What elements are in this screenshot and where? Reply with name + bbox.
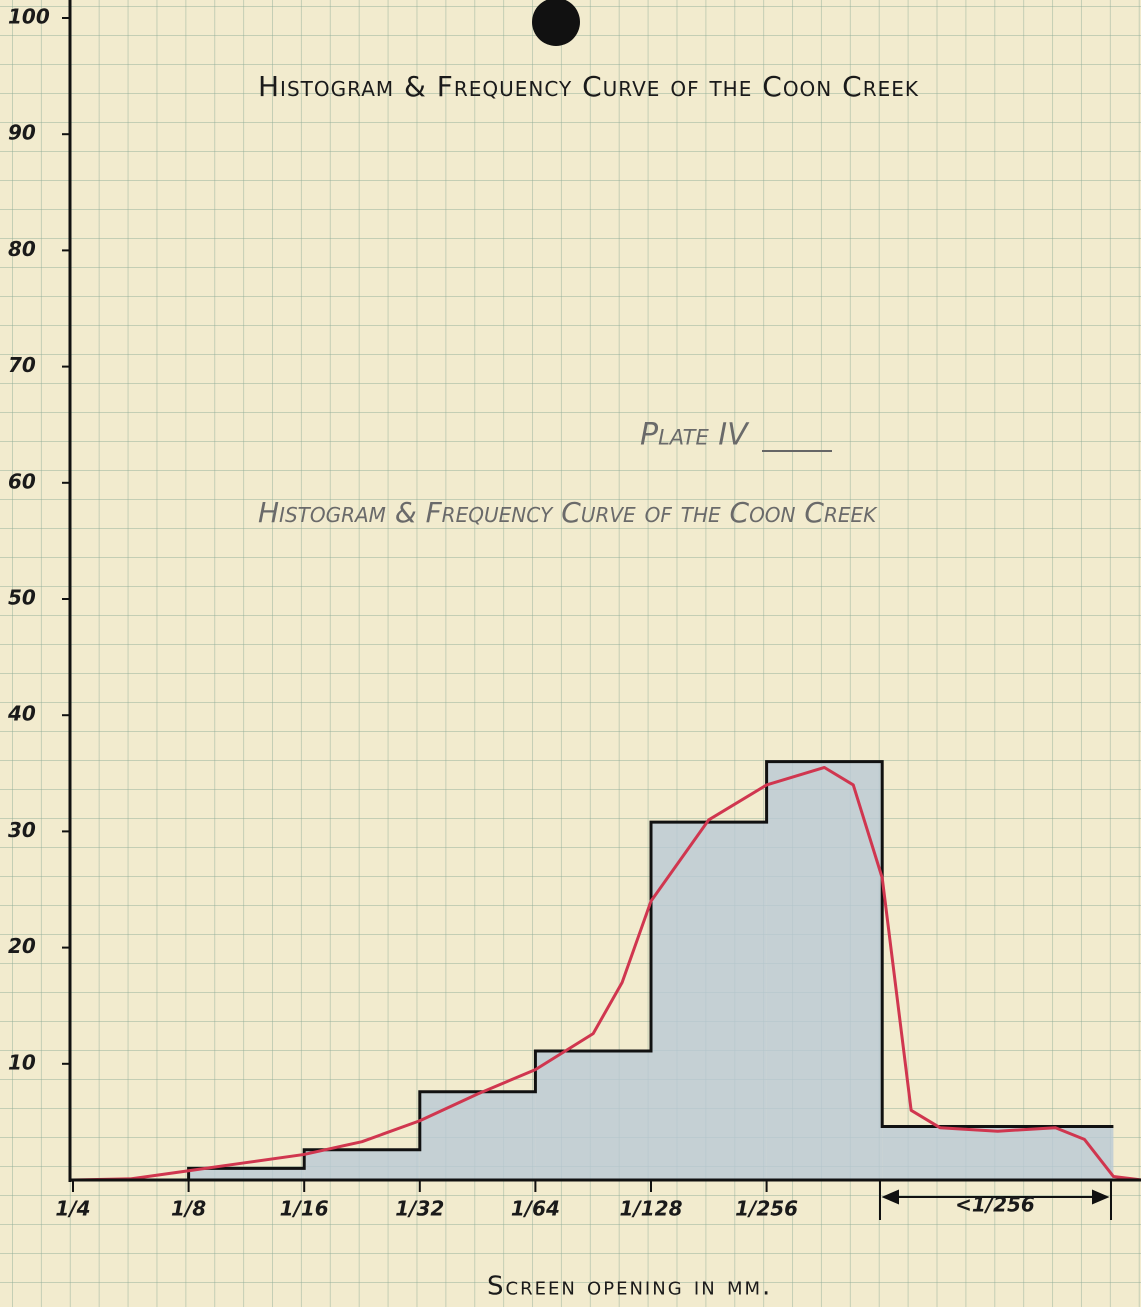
bar: [535, 1051, 651, 1180]
x-tick-label: 1/64: [511, 1197, 560, 1221]
x-tick-label: 1/256: [735, 1197, 798, 1221]
x-tick-label: 1/4: [55, 1197, 90, 1221]
bracket-label: <1/256: [955, 1193, 1035, 1217]
bar: [304, 1150, 420, 1180]
chart-title: Histogram & Frequency Curve of the Coon …: [258, 70, 919, 103]
y-tick-label: 70: [8, 353, 36, 377]
plate-label: Plate IV: [640, 418, 750, 453]
y-tick-label: 40: [7, 702, 36, 726]
bar: [189, 1168, 305, 1180]
x-tick-label: 1/16: [280, 1197, 329, 1221]
page: Histogram & Frequency Curve of the Coon …: [0, 0, 1141, 1307]
y-tick-label: 80: [8, 237, 36, 261]
x-axis-label: Screen opening in mm.: [487, 1272, 772, 1302]
y-tick-label: 60: [8, 469, 36, 493]
chart: Histogram & Frequency Curve of the Coon …: [0, 0, 1141, 1307]
y-tick-label: 10: [8, 1050, 36, 1074]
x-tick-label: 1/32: [395, 1197, 444, 1221]
y-tick-label: 50: [8, 586, 36, 610]
y-tick-label: 20: [8, 934, 36, 958]
y-tick-label: 90: [8, 121, 36, 145]
y-tick-label: 100: [8, 5, 50, 29]
bar: [882, 1127, 1113, 1180]
subtitle: Histogram & Frequency Curve of the Coon …: [258, 496, 878, 529]
x-tick-label: 1/128: [620, 1197, 683, 1221]
bar: [420, 1092, 536, 1180]
punch-hole: [532, 0, 580, 46]
x-tick-label: 1/8: [171, 1197, 206, 1221]
y-tick-label: 30: [8, 818, 36, 842]
